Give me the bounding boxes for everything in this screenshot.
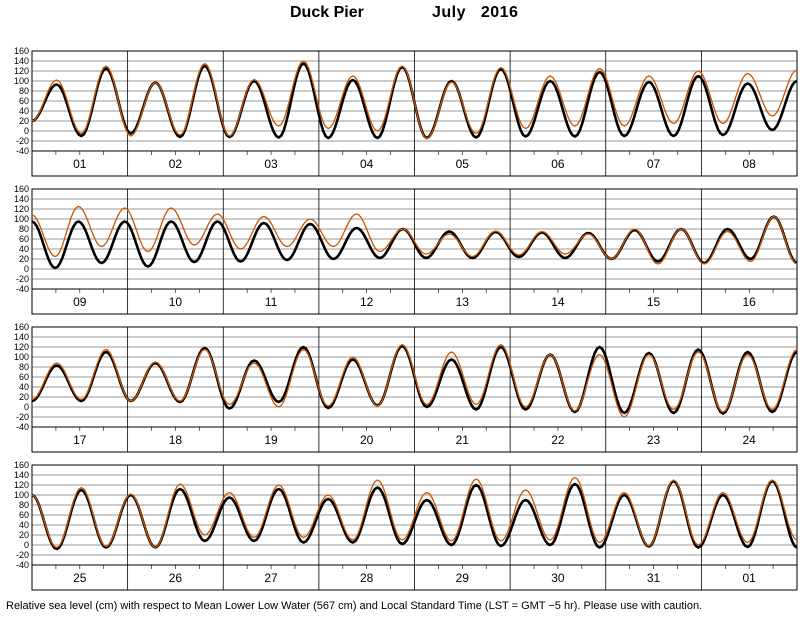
day-label: 01: [73, 157, 87, 171]
day-label: 02: [169, 157, 183, 171]
observed-tide-line: [31, 343, 798, 418]
y-tick-label: 0: [24, 540, 29, 550]
y-tick-label: 60: [19, 96, 29, 106]
y-tick-label: 0: [24, 402, 29, 412]
y-tick-label: 80: [19, 224, 29, 234]
y-tick-label: -40: [16, 284, 29, 294]
y-tick-label: 20: [19, 254, 29, 264]
period-label: July 2016: [432, 4, 519, 21]
day-label: 30: [551, 571, 565, 585]
day-label: 12: [360, 295, 374, 309]
y-tick-label: 20: [19, 392, 29, 402]
day-label: 09: [73, 295, 87, 309]
day-label: 31: [647, 571, 661, 585]
y-tick-label: 160: [14, 46, 29, 56]
day-label: 01: [743, 571, 757, 585]
observed-tide-line: [31, 60, 798, 140]
y-tick-label: 60: [19, 372, 29, 382]
day-label: 07: [647, 157, 661, 171]
y-tick-label: 140: [14, 332, 29, 342]
y-tick-label: 140: [14, 194, 29, 204]
day-label: 21: [456, 433, 470, 447]
y-tick-label: 0: [24, 264, 29, 274]
y-tick-label: -20: [16, 136, 29, 146]
day-label: 18: [169, 433, 183, 447]
day-label: 14: [551, 295, 565, 309]
y-tick-label: 20: [19, 530, 29, 540]
y-tick-label: 100: [14, 352, 29, 362]
y-tick-label: -40: [16, 422, 29, 432]
day-label: 08: [743, 157, 757, 171]
y-tick-label: 40: [19, 106, 29, 116]
y-tick-label: 80: [19, 362, 29, 372]
day-label: 27: [264, 571, 278, 585]
y-tick-label: 60: [19, 510, 29, 520]
observed-tide-line: [31, 476, 798, 549]
day-label: 24: [743, 433, 757, 447]
y-tick-label: 80: [19, 500, 29, 510]
y-tick-label: 140: [14, 56, 29, 66]
y-tick-label: 100: [14, 76, 29, 86]
y-tick-label: 160: [14, 460, 29, 470]
day-label: 28: [360, 571, 374, 585]
day-label: 04: [360, 157, 374, 171]
day-label: 26: [169, 571, 183, 585]
day-label: 13: [456, 295, 470, 309]
y-tick-label: -20: [16, 274, 29, 284]
y-tick-label: 60: [19, 234, 29, 244]
y-tick-label: 40: [19, 382, 29, 392]
y-tick-label: 40: [19, 520, 29, 530]
observed-tide-line: [31, 205, 798, 265]
day-label: 20: [360, 433, 374, 447]
y-tick-label: 120: [14, 480, 29, 490]
day-label: 06: [551, 157, 565, 171]
y-tick-label: 120: [14, 204, 29, 214]
day-label: 16: [743, 295, 757, 309]
y-tick-label: 40: [19, 244, 29, 254]
y-tick-label: 100: [14, 214, 29, 224]
footnote: Relative sea level (cm) with respect to …: [6, 600, 703, 612]
y-tick-label: 160: [14, 322, 29, 332]
y-tick-label: 120: [14, 342, 29, 352]
y-tick-label: 100: [14, 490, 29, 500]
day-label: 19: [264, 433, 278, 447]
day-label: 23: [647, 433, 661, 447]
day-label: 11: [265, 295, 278, 309]
y-tick-label: -40: [16, 560, 29, 570]
y-tick-label: 0: [24, 126, 29, 136]
chart-title: Duck Pier July 2016: [0, 4, 800, 26]
y-tick-label: 160: [14, 184, 29, 194]
y-tick-label: 120: [14, 66, 29, 76]
y-tick-label: 80: [19, 86, 29, 96]
y-tick-label: 20: [19, 116, 29, 126]
station-name: Duck Pier: [290, 4, 364, 21]
day-label: 29: [456, 571, 470, 585]
y-tick-label: -40: [16, 146, 29, 156]
y-tick-label: -20: [16, 550, 29, 560]
day-label: 22: [551, 433, 565, 447]
day-label: 10: [169, 295, 183, 309]
y-tick-label: 140: [14, 470, 29, 480]
day-label: 25: [73, 571, 87, 585]
day-label: 17: [73, 433, 87, 447]
day-label: 05: [456, 157, 470, 171]
y-tick-label: -20: [16, 412, 29, 422]
day-label: 03: [264, 157, 278, 171]
day-label: 15: [647, 295, 661, 309]
